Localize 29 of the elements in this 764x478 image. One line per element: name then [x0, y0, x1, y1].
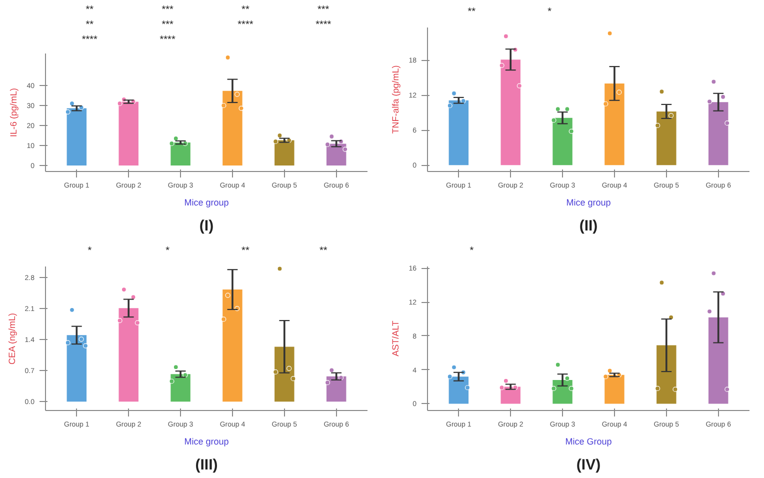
text: ** — [86, 20, 94, 30]
text: **** — [316, 20, 332, 30]
text: * — [88, 246, 92, 256]
y-axis-title: IL-6 (pg/mL) — [8, 88, 19, 138]
x-axis-title: Mice group — [184, 436, 229, 446]
y-axis-title: CEA (ng/mL) — [6, 312, 17, 365]
text: * — [166, 246, 170, 256]
text: *** — [162, 20, 174, 30]
x-axis-title: Mice group — [566, 198, 611, 208]
text: ** — [319, 246, 328, 256]
text: **** — [82, 34, 98, 46]
text: (I) — [199, 218, 214, 234]
text: *** — [318, 4, 330, 16]
text: * — [548, 6, 552, 18]
x-axis-title: Mice group — [184, 198, 229, 208]
text: **** — [238, 20, 254, 30]
text: ** — [468, 6, 476, 18]
x-axis-title: Mice Group — [565, 436, 612, 446]
text: *** — [162, 4, 174, 16]
y-axis-title: TNF-alfa (pg/mL) — [390, 65, 401, 134]
text: * — [470, 246, 474, 256]
text: ** — [242, 246, 250, 256]
text: (II) — [579, 218, 598, 234]
text: (IV) — [576, 456, 601, 474]
text: (III) — [195, 456, 218, 474]
text: **** — [160, 34, 176, 46]
y-axis-title: AST/ALT — [390, 320, 401, 356]
text: ** — [242, 4, 250, 16]
text: ** — [86, 4, 94, 16]
